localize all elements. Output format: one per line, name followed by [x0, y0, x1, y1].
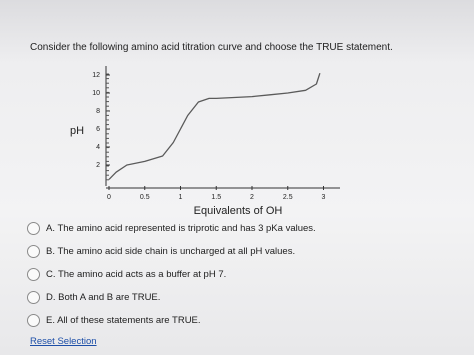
- radio-button[interactable]: [27, 244, 40, 258]
- y-tick-label: 4: [96, 144, 100, 151]
- x-tick-label: 0: [107, 194, 111, 201]
- x-tick-label: 0.5: [140, 194, 150, 201]
- y-axis-label: pH: [70, 125, 84, 137]
- option-text[interactable]: C. The amino acid acts as a buffer at pH…: [46, 268, 227, 280]
- question: Consider the following amino acid titrat…: [30, 42, 393, 53]
- x-tick-label: 3: [322, 194, 326, 201]
- x-tick-label: 2: [250, 194, 254, 201]
- option[interactable]: B. The amino acid side chain is uncharge…: [27, 243, 295, 259]
- option-text[interactable]: B. The amino acid side chain is uncharge…: [46, 245, 296, 257]
- y-tick-label: 8: [96, 108, 100, 115]
- titration-curve: [108, 72, 321, 180]
- option-text[interactable]: D. Both A and B are TRUE.: [46, 291, 161, 303]
- radio-button[interactable]: [27, 221, 40, 235]
- x-tick-label: 1.5: [211, 194, 221, 201]
- x-tick-label: 2.5: [283, 194, 293, 201]
- y-tick-label: 6: [96, 126, 100, 133]
- option-text[interactable]: A. The amino acid represented is triprot…: [46, 222, 316, 234]
- option[interactable]: D. Both A and B are TRUE.: [27, 289, 160, 305]
- option[interactable]: E. All of these statements are TRUE.: [27, 312, 201, 328]
- x-axis-label: Equivalents of OH: [194, 205, 283, 217]
- option-text[interactable]: E. All of these statements are TRUE.: [46, 314, 201, 326]
- y-tick-label: 2: [96, 162, 100, 169]
- option[interactable]: A. The amino acid represented is triprot…: [27, 220, 316, 236]
- option[interactable]: C. The amino acid acts as a buffer at pH…: [27, 266, 226, 282]
- y-tick-label: 10: [92, 90, 100, 97]
- y-tick-label: 12: [92, 72, 100, 79]
- reset-link[interactable]: Reset Selection: [30, 336, 97, 347]
- radio-button[interactable]: [27, 290, 40, 304]
- radio-button[interactable]: [27, 267, 40, 281]
- x-tick-label: 1: [179, 194, 183, 201]
- radio-button[interactable]: [27, 313, 40, 327]
